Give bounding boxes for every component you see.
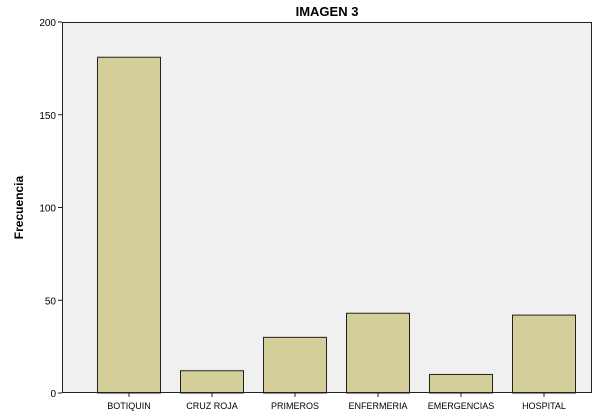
y-tick-label: 0 bbox=[50, 389, 56, 400]
x-axis: BOTIQUIN CRUZ ROJA PRIMEROS ENFERMERIA EMERG… bbox=[107, 393, 566, 411]
x-tick-label: PRIMEROS bbox=[271, 401, 319, 411]
x-tick-label: CRUZ ROJA bbox=[186, 401, 238, 411]
y-tick-label: 200 bbox=[39, 18, 56, 29]
bar-primeros bbox=[263, 336, 327, 394]
bars-group bbox=[97, 56, 576, 394]
plot-frame bbox=[62, 22, 592, 393]
x-tick-label: ENFERMERIA bbox=[348, 401, 407, 411]
chart-title: IMAGEN 3 bbox=[296, 4, 359, 19]
bar-botiquin bbox=[97, 56, 161, 394]
y-axis-label: Frecuencia bbox=[12, 175, 26, 239]
y-axis: 0 50 100 150 200 bbox=[39, 18, 62, 400]
bar-enfermeria bbox=[346, 312, 410, 394]
y-tick-label: 100 bbox=[39, 204, 56, 215]
x-tick-label: HOSPITAL bbox=[522, 401, 566, 411]
bar-hospital bbox=[512, 314, 576, 394]
y-tick-label: 50 bbox=[45, 296, 57, 307]
x-tick-label: EMERGENCIAS bbox=[428, 401, 495, 411]
y-tick-label: 150 bbox=[39, 111, 56, 122]
x-tick-label: BOTIQUIN bbox=[107, 401, 151, 411]
bar-emergencias bbox=[429, 373, 493, 394]
bar-cruz-roja bbox=[180, 370, 244, 394]
